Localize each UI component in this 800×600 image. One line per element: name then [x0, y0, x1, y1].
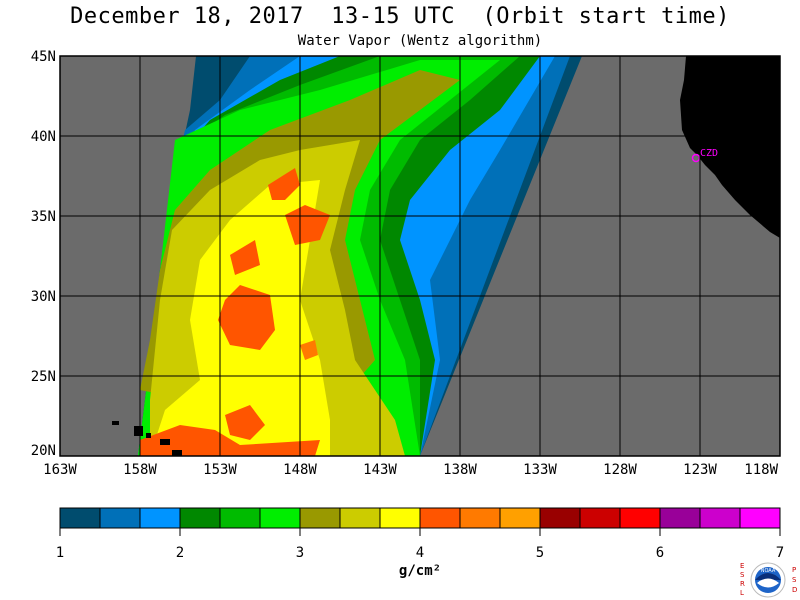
lat-label: 40N [31, 129, 56, 145]
swath-patch-orange-3 [230, 240, 260, 275]
land-mass [680, 56, 780, 238]
lon-label: 153W [203, 462, 237, 478]
lon-labels: 163W 158W 153W 148W 143W 138W 133W 128W … [43, 462, 778, 478]
esrl-letters: E S R L [740, 562, 745, 597]
psd-letter: D [792, 586, 797, 594]
colorbar-swatch [739, 507, 781, 529]
colorbar-swatch [459, 507, 501, 529]
noaa-seal: NOAA [750, 562, 786, 598]
swath-patch-orange-6 [140, 425, 320, 456]
lon-label: 138W [443, 462, 477, 478]
lon-label: 118W [744, 462, 778, 478]
colorbar-swatch [259, 507, 301, 529]
map-title: December 18, 2017 13-15 UTC (Orbit start… [70, 4, 730, 29]
station-label: CZD [700, 148, 718, 159]
map-subtitle: Water Vapor (Wentz algorithm) [297, 33, 543, 49]
lon-label: 128W [603, 462, 637, 478]
lat-label: 35N [31, 209, 56, 225]
swath-patch-orange-2 [285, 205, 330, 245]
lon-label: 148W [283, 462, 317, 478]
colorbar-swatch [339, 507, 381, 529]
noaa-text: NOAA [761, 568, 776, 574]
esrl-letter: L [740, 589, 744, 597]
colorbar-swatch [379, 507, 421, 529]
swath-patch-orange-4 [218, 285, 275, 350]
colorbar-unit: g/cm² [398, 563, 442, 579]
lat-label: 30N [31, 289, 56, 305]
colorbar-swatch [699, 507, 741, 529]
colorbar-tick-label: 3 [296, 545, 304, 561]
colorbar-swatch [499, 507, 541, 529]
lon-label: 143W [363, 462, 397, 478]
colorbar-swatch [579, 507, 621, 529]
esrl-letter: E [740, 562, 744, 570]
psd-letter: P [792, 566, 796, 574]
colorbar-tick-label: 5 [536, 545, 544, 561]
colorbar-swatch [299, 507, 341, 529]
esrl-letter: S [740, 571, 745, 579]
colorbar-swatch [659, 507, 701, 529]
colorbar-tick-labels: 1 2 3 4 5 6 7 [56, 545, 784, 561]
colorbar-tick-label: 7 [776, 545, 784, 561]
lon-label: 163W [43, 462, 77, 478]
swath-patch-orange-7 [300, 340, 318, 360]
colorbar-swatch [219, 507, 261, 529]
colorbar-swatch [539, 507, 581, 529]
colorbar-swatch [139, 507, 181, 529]
noaa-esrl-psd-logo: E S R L P S D NOAA [740, 562, 797, 598]
colorbar-tick-label: 6 [656, 545, 664, 561]
colorbar-tick-label: 1 [56, 545, 64, 561]
colorbar-tick-label: 4 [416, 545, 424, 561]
swath-patch-orange-5 [225, 405, 265, 440]
psd-letter: S [792, 576, 797, 584]
colorbar-swatch [99, 507, 141, 529]
colorbar [59, 507, 781, 536]
swath-patch-orange-1 [268, 168, 300, 200]
colorbar-swatch [419, 507, 461, 529]
lon-label: 123W [683, 462, 717, 478]
esrl-letter: R [740, 580, 745, 588]
colorbar-tick-label: 2 [176, 545, 184, 561]
colorbar-swatch [59, 507, 101, 529]
hawaii-islands [112, 421, 182, 456]
colorbar-swatch [619, 507, 661, 529]
lat-labels: 45N 40N 35N 30N 25N 20N [31, 49, 56, 459]
colorbar-swatch [179, 507, 221, 529]
lat-label: 25N [31, 369, 56, 385]
lon-label: 133W [523, 462, 557, 478]
map-frame [59, 55, 781, 457]
psd-letters: P S D [792, 566, 797, 594]
lat-label: 45N [31, 49, 56, 65]
graticule [60, 56, 780, 456]
lon-label: 158W [123, 462, 157, 478]
lat-label: 20N [31, 443, 56, 459]
